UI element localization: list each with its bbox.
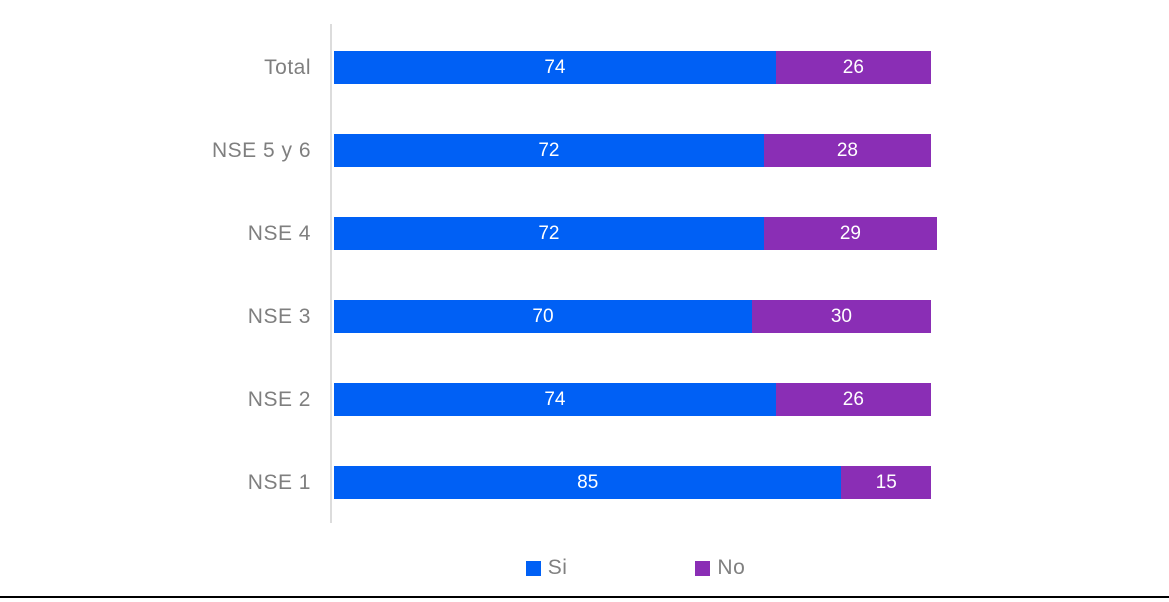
bar-row-total: Total 74 26 — [0, 51, 937, 84]
bar-row-nse2: NSE 2 74 26 — [0, 383, 937, 416]
bar-segment-si: 85 — [334, 466, 842, 499]
bar-track: 72 29 — [334, 217, 937, 250]
bar-value-label: 72 — [538, 139, 560, 161]
category-label: NSE 5 y 6 — [211, 138, 311, 162]
chart-plot-area: Total 74 26 NSE 5 y 6 72 28 — [0, 51, 937, 549]
bar-segment-no: 26 — [775, 51, 931, 84]
bar-segment-no: 28 — [763, 134, 931, 167]
bar-value-label: 85 — [577, 471, 599, 493]
bottom-border-line — [0, 596, 1169, 598]
bar-track: 85 15 — [334, 466, 931, 499]
bar-segment-si: 72 — [334, 217, 764, 250]
bar-track: 74 26 — [334, 383, 931, 416]
legend-item-no: No — [695, 556, 745, 580]
legend: Si No — [334, 556, 937, 580]
bar-value-label: 29 — [839, 222, 861, 244]
bar-value-label: 26 — [842, 388, 864, 410]
bar-track: 72 28 — [334, 134, 931, 167]
legend-swatch-si — [525, 560, 541, 576]
bar-segment-no: 29 — [763, 217, 937, 250]
category-label: Total — [264, 55, 311, 79]
legend-label-si: Si — [547, 556, 568, 579]
bar-track: 74 26 — [334, 51, 931, 84]
bar-value-label: 15 — [875, 471, 897, 493]
category-label: NSE 2 — [247, 387, 311, 411]
legend-label-no: No — [717, 556, 746, 579]
bar-value-label: 26 — [842, 56, 864, 78]
bar-value-label: 28 — [836, 139, 858, 161]
bar-segment-si: 72 — [334, 134, 764, 167]
bar-value-label: 72 — [538, 222, 560, 244]
bar-segment-si: 70 — [334, 300, 752, 333]
legend-swatch-no — [695, 560, 711, 576]
bar-row-nse3: NSE 3 70 30 — [0, 300, 937, 333]
bar-segment-no: 30 — [751, 300, 931, 333]
category-label: NSE 1 — [247, 470, 311, 494]
bar-value-label: 74 — [544, 388, 566, 410]
category-label: NSE 4 — [247, 221, 311, 245]
legend-item-si: Si — [525, 556, 568, 580]
bar-segment-si: 74 — [334, 383, 776, 416]
bar-value-label: 30 — [830, 305, 852, 327]
bar-segment-no: 26 — [775, 383, 931, 416]
bar-value-label: 70 — [532, 305, 554, 327]
bar-value-label: 74 — [544, 56, 566, 78]
bar-row-nse1: NSE 1 85 15 — [0, 466, 937, 499]
bar-segment-si: 74 — [334, 51, 776, 84]
category-label: NSE 3 — [247, 304, 311, 328]
bar-row-nse4: NSE 4 72 29 — [0, 217, 937, 250]
bar-track: 70 30 — [334, 300, 931, 333]
bar-row-nse5y6: NSE 5 y 6 72 28 — [0, 134, 937, 167]
bar-segment-no: 15 — [841, 466, 931, 499]
y-axis-line — [330, 24, 332, 523]
